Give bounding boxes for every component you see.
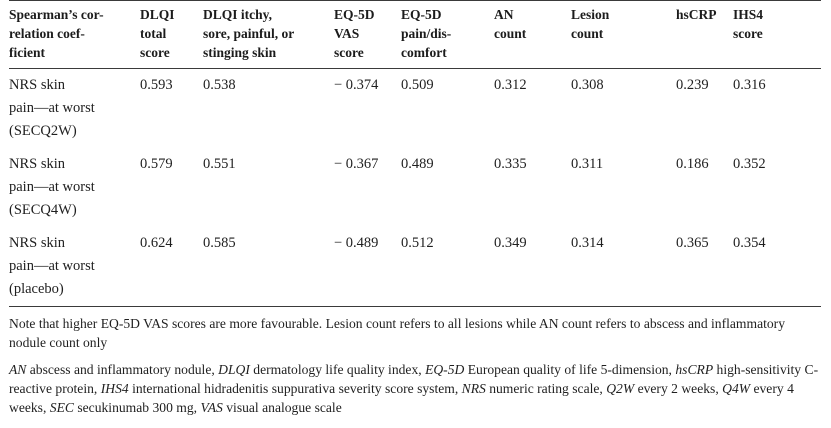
table-cell: 0.239: [676, 77, 709, 93]
table-row: NRS skin pain—at worst (placebo) 0.624 0…: [9, 226, 821, 301]
table-header-rule: [9, 68, 821, 69]
table-row: NRS skin pain—at worst (SECQ2W) 0.593 0.…: [9, 68, 821, 147]
table-bottom-rule: [9, 306, 821, 307]
abbr-def-hscrp: high-sensitivity C-reactive protein,: [9, 362, 819, 396]
table-cell: 0.585: [203, 235, 236, 251]
header-cell-eq5d-vas: EQ-5D VAS score: [334, 7, 375, 60]
table-cell: 0.365: [676, 235, 709, 251]
table-cell: − 0.367: [334, 156, 379, 172]
table-cell: 0.186: [676, 156, 709, 172]
header-cell-an-count: AN count: [494, 7, 527, 41]
abbr-def-an: abscess and inflammatory nodule,: [26, 362, 219, 377]
abbr-key-hscrp: hsCRP: [675, 362, 714, 377]
table-cell: 0.354: [733, 235, 766, 251]
abbr-key-dlqi: DLQI: [218, 362, 250, 377]
table-cell: 0.489: [401, 156, 434, 172]
header-cell-dlqi-itchy: DLQI itchy, sore, painful, or stinging s…: [203, 7, 295, 60]
table-cell: 0.314: [571, 235, 604, 251]
abbr-def-nrs: numeric rating scale,: [485, 381, 607, 396]
table-cell: 0.509: [401, 77, 434, 93]
header-cell-row-label: Spearman’s cor- relation coef- ficient: [9, 7, 104, 60]
table-cell: 0.512: [401, 235, 434, 251]
abbr-key-q4w: Q4W: [722, 381, 751, 396]
abbr-key-q2w: Q2W: [606, 381, 635, 396]
abbr-key-vas: VAS: [200, 400, 223, 415]
row-label-secq2w: NRS skin pain—at worst (SECQ2W): [9, 77, 95, 139]
header-cell-eq5d-pain: EQ-5D pain/dis- comfort: [401, 7, 452, 60]
abbr-key-an: AN: [9, 362, 27, 377]
correlation-table: Spearman’s cor- relation coef- ficient D…: [9, 0, 821, 301]
table-top-rule: [9, 0, 821, 1]
table-cell: 0.349: [494, 235, 527, 251]
table-footnotes: Note that higher EQ-5D VAS scores are mo…: [9, 314, 821, 417]
abbr-def-sec: secukinumab 300 mg,: [73, 400, 201, 415]
table-cell: 0.579: [140, 156, 173, 172]
row-label-secq4w: NRS skin pain—at worst (SECQ4W): [9, 156, 95, 218]
table-cell: 0.538: [203, 77, 236, 93]
abbr-def-vas: visual analogue scale: [222, 400, 342, 415]
table-cell: − 0.489: [334, 235, 379, 251]
table-cell: 0.311: [571, 156, 604, 172]
table-cell: 0.624: [140, 235, 173, 251]
table-cell: 0.316: [733, 77, 766, 93]
header-cell-hscrp: hsCRP: [676, 7, 717, 22]
abbr-def-ihs4: international hidradenitis suppurativa s…: [128, 381, 462, 396]
abbr-key-ihs4: IHS4: [100, 381, 129, 396]
table-header-row: Spearman’s cor- relation coef- ficient D…: [9, 0, 821, 68]
header-cell-lesion-count: Lesion count: [571, 7, 610, 41]
table-cell: 0.335: [494, 156, 527, 172]
header-cell-dlqi-total: DLQI total score: [140, 7, 175, 60]
abbr-def-q4w: every 4 weeks,: [9, 381, 794, 415]
abbr-def-eq5d: European quality of life 5-dimension,: [464, 362, 676, 377]
abbr-def-q2w: every 2 weeks,: [634, 381, 723, 396]
table-cell: 0.308: [571, 77, 604, 93]
table-row: NRS skin pain—at worst (SECQ4W) 0.579 0.…: [9, 147, 821, 226]
table-cell: 0.312: [494, 77, 527, 93]
table-cell: − 0.374: [334, 77, 379, 93]
row-label-placebo: NRS skin pain—at worst (placebo): [9, 235, 95, 297]
abbr-key-nrs: NRS: [461, 381, 486, 396]
abbr-def-dlqi: dermatology life quality index,: [249, 362, 426, 377]
abbr-key-sec: SEC: [49, 400, 74, 415]
table-note: Note that higher EQ-5D VAS scores are mo…: [9, 316, 786, 350]
abbr-key-eq5d: EQ-5D: [425, 362, 465, 377]
table-cell: 0.551: [203, 156, 236, 172]
table-cell: 0.352: [733, 156, 766, 172]
abbreviation-list: AN abscess and inflammatory nodule, DLQI…: [9, 360, 821, 417]
header-cell-ihs4: IHS4 score: [733, 7, 764, 41]
table-cell: 0.593: [140, 77, 173, 93]
